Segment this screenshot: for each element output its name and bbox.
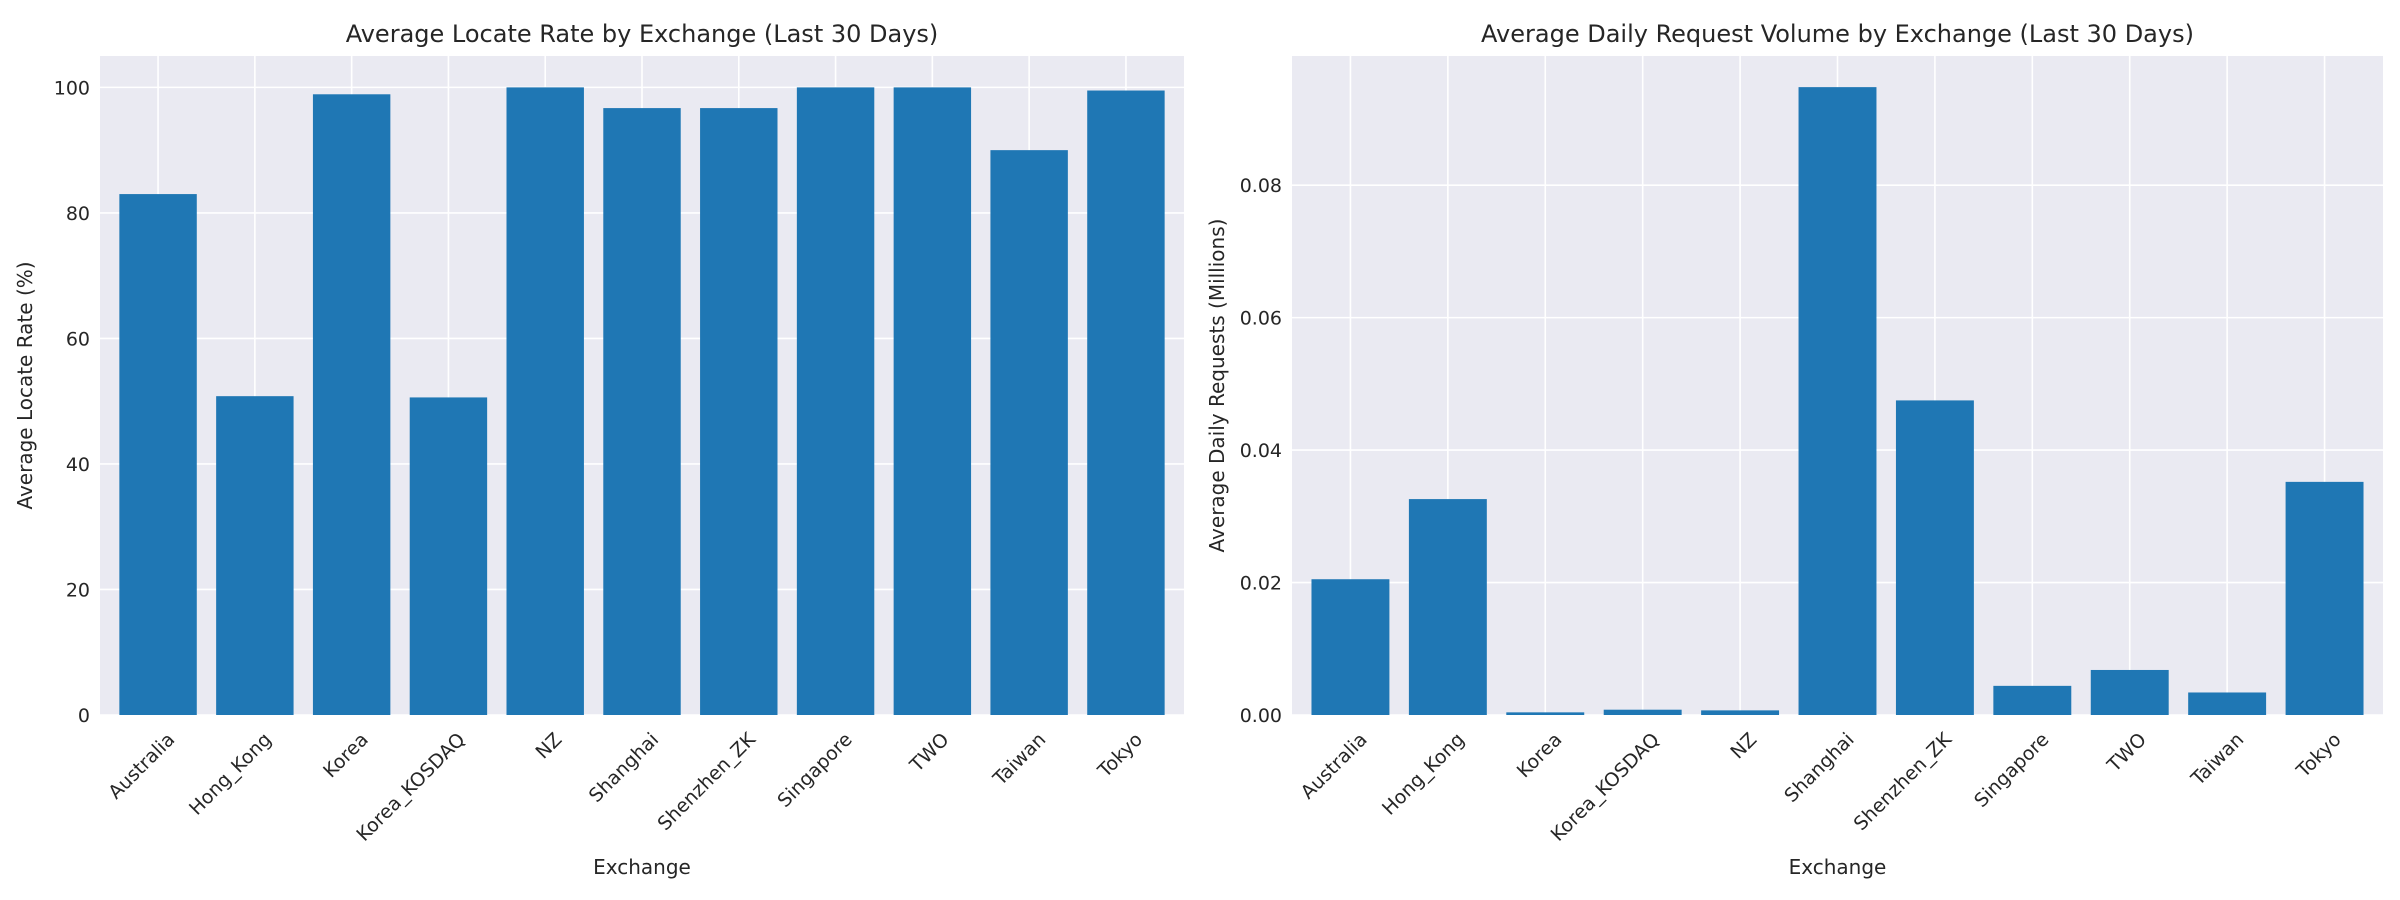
bar-singapore (1993, 685, 2072, 715)
bar-shenzhen_zk (1895, 400, 1974, 715)
x-tick-label: TWO (2103, 729, 2151, 777)
x-tick-label: Shanghai (1780, 729, 1858, 807)
bar-korea_kosdaq (1603, 709, 1682, 715)
bar-nz (506, 87, 584, 715)
x-axis-label: Exchange (593, 855, 691, 879)
x-tick-label: Tokyo (1093, 729, 1147, 783)
y-tick-label: 0.02 (1240, 573, 1282, 595)
bar-hong_kong (1408, 499, 1487, 715)
y-tick-label: 80 (66, 203, 90, 225)
bar-shanghai (603, 108, 681, 715)
bar-tokyo (1087, 90, 1165, 716)
x-tick-label: Shanghai (585, 729, 663, 807)
x-axis-label: Exchange (1789, 855, 1887, 879)
bar-nz (1701, 710, 1780, 715)
x-tick-label: Australia (104, 729, 179, 804)
y-tick-label: 60 (66, 328, 90, 350)
bar-two (2090, 669, 2169, 715)
bar-korea (1506, 712, 1585, 715)
bar-tokyo (2285, 481, 2364, 715)
y-tick-label: 0.00 (1240, 705, 1282, 727)
bar-shenzhen_zk (700, 108, 778, 715)
x-tick-label: Tokyo (2292, 729, 2346, 783)
request-volume-chart: 0.00 0.02 0.04 0.06 0.08 Australia Hong_Kong Ko… (1205, 20, 2383, 879)
bar-two (893, 87, 972, 715)
y-tick-label: 20 (66, 579, 90, 601)
x-tick-label: Taiwan (2186, 729, 2248, 791)
y-tick-label: 40 (66, 454, 90, 476)
x-tick-label: Hong_Kong (185, 729, 276, 820)
y-axis-label: Average Daily Requests (Millions) (1205, 219, 1229, 553)
chart-title: Average Daily Request Volume by Exchange… (1481, 20, 2194, 48)
y-tick-label: 0 (78, 705, 90, 727)
y-tick-label: 0.08 (1240, 175, 1282, 197)
x-tick-label: Korea (1513, 729, 1567, 783)
bar-korea (312, 94, 391, 715)
x-tick-label: NZ (1726, 729, 1761, 764)
x-tick-label: Korea (319, 729, 373, 783)
bar-hong_kong (216, 396, 294, 715)
bar-shanghai (1798, 87, 1877, 715)
x-tick-label: Singapore (773, 729, 856, 812)
x-tick-label: Singapore (1970, 729, 2053, 812)
bar-taiwan (2188, 692, 2267, 715)
x-tick-label: Shenzhen_ZK (653, 728, 760, 835)
x-tick-label: TWO (905, 729, 953, 777)
bar-taiwan (990, 150, 1068, 716)
x-tick-label: Taiwan (988, 729, 1050, 791)
x-tick-label: Hong_Kong (1378, 729, 1469, 820)
y-tick-label: 0.04 (1240, 440, 1282, 462)
y-tick-label: 100 (54, 77, 90, 99)
x-tick-label: NZ (532, 729, 567, 764)
y-axis-label: Average Locate Rate (%) (13, 261, 37, 509)
bar-korea_kosdaq (409, 397, 488, 715)
y-tick-label: 0.06 (1240, 308, 1282, 330)
x-tick-label: Australia (1297, 729, 1372, 804)
chart-title: Average Locate Rate by Exchange (Last 30… (346, 20, 939, 48)
bar-singapore (796, 87, 875, 715)
bar-australia (1311, 579, 1390, 715)
x-tick-label: Shenzhen_ZK (1850, 728, 1957, 835)
bar-australia (119, 194, 197, 716)
